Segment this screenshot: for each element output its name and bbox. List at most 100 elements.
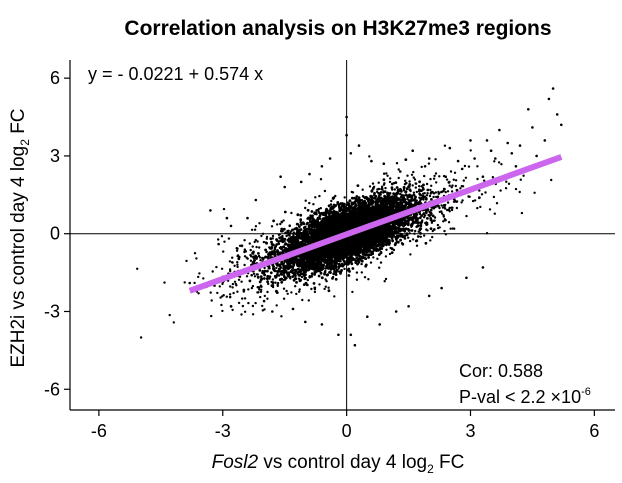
data-point	[426, 217, 429, 220]
data-point	[388, 192, 392, 195]
data-point	[395, 186, 399, 189]
data-point	[266, 274, 270, 278]
data-point	[361, 255, 364, 258]
data-point	[287, 271, 291, 275]
data-point	[266, 269, 269, 273]
chart-title: Correlation analysis on H3K27me3 regions	[124, 17, 551, 40]
data-point	[295, 281, 298, 284]
data-point	[424, 241, 428, 245]
data-point	[279, 278, 282, 281]
data-point	[390, 236, 394, 240]
data-point	[310, 272, 314, 275]
data-point	[321, 266, 325, 270]
data-point	[324, 221, 327, 224]
data-point	[418, 180, 421, 184]
data-point	[350, 262, 354, 266]
data-point	[262, 277, 266, 280]
data-point	[342, 260, 346, 263]
data-point	[313, 228, 317, 232]
data-point	[268, 275, 272, 278]
data-point	[269, 237, 273, 241]
data-point	[292, 278, 296, 282]
data-point	[299, 278, 302, 282]
data-point	[477, 196, 481, 200]
data-point	[373, 244, 377, 247]
data-point	[431, 214, 435, 218]
data-point	[280, 280, 284, 284]
data-point	[340, 262, 344, 266]
data-point	[355, 195, 359, 198]
data-point	[364, 264, 368, 268]
data-point	[266, 280, 269, 284]
data-point	[288, 243, 292, 247]
data-point	[348, 199, 352, 203]
data-point	[429, 227, 433, 231]
data-point	[313, 273, 316, 276]
data-point	[432, 206, 436, 210]
data-point	[351, 267, 355, 270]
data-point	[339, 272, 342, 275]
data-point	[312, 282, 316, 285]
data-point	[404, 193, 408, 197]
data-point	[294, 277, 298, 281]
data-point	[374, 200, 377, 204]
data-point	[294, 269, 298, 273]
data-point	[382, 178, 386, 182]
data-point	[290, 236, 293, 239]
data-point	[332, 272, 336, 276]
data-point	[330, 210, 334, 214]
data-point	[269, 271, 273, 275]
data-point	[418, 216, 422, 220]
data-point	[310, 210, 314, 213]
data-point	[259, 275, 263, 278]
data-point	[270, 240, 273, 244]
data-point	[279, 239, 283, 243]
data-point	[415, 239, 419, 243]
data-point	[356, 184, 360, 188]
data-points	[136, 144, 553, 339]
data-point	[327, 289, 331, 293]
data-point	[407, 185, 410, 189]
data-point	[280, 229, 283, 233]
data-point	[312, 268, 316, 271]
data-point	[420, 214, 423, 218]
data-point	[370, 189, 374, 193]
data-point	[344, 262, 347, 265]
data-point	[422, 183, 425, 187]
data-point	[299, 213, 303, 217]
data-point	[405, 187, 409, 191]
data-point	[403, 237, 407, 240]
data-point	[334, 263, 338, 267]
data-point	[357, 260, 361, 264]
data-point	[303, 276, 307, 280]
data-point	[421, 194, 425, 198]
data-point	[284, 276, 288, 280]
data-point	[367, 197, 371, 201]
data-point	[259, 278, 263, 282]
data-point	[410, 229, 414, 232]
data-point	[347, 274, 351, 277]
data-point	[348, 270, 351, 273]
plot-area	[70, 60, 615, 410]
data-point	[240, 244, 244, 248]
data-point	[298, 274, 302, 277]
data-point	[412, 193, 416, 197]
data-point	[399, 238, 402, 242]
data-point	[257, 252, 260, 255]
data-point	[455, 188, 459, 192]
data-point	[328, 209, 332, 213]
data-point	[306, 208, 310, 212]
data-point	[367, 253, 370, 257]
data-point	[334, 277, 338, 281]
data-point	[364, 253, 368, 257]
data-point	[327, 204, 331, 208]
data-point	[283, 210, 287, 214]
data-point	[391, 199, 394, 203]
data-point	[377, 253, 381, 256]
data-point	[258, 280, 262, 284]
data-point	[426, 188, 430, 192]
data-point	[298, 225, 301, 229]
data-point	[282, 227, 286, 231]
